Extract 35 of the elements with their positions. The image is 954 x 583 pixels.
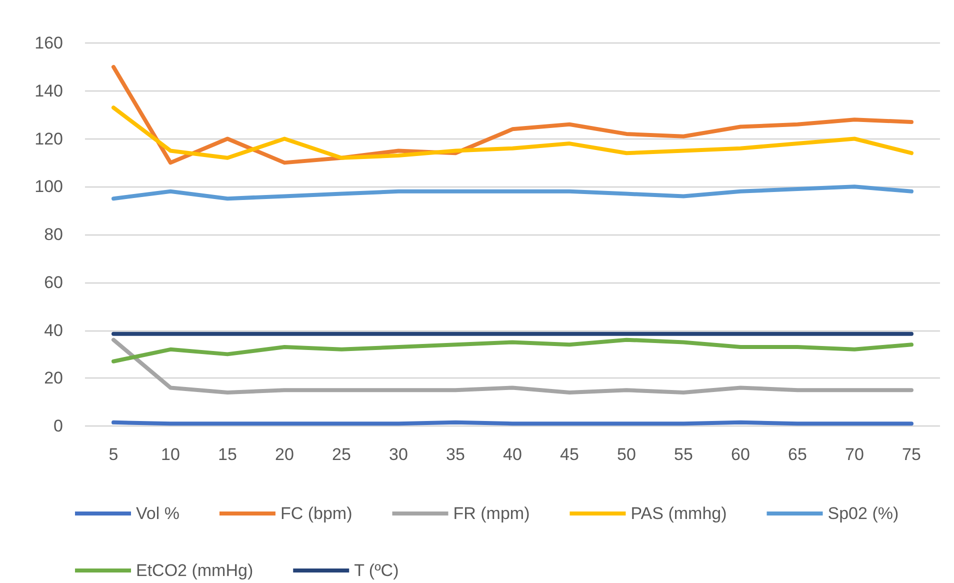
x-tick-label: 30	[389, 445, 408, 464]
line-series	[112, 184, 914, 201]
line-series	[112, 106, 914, 160]
x-tick-label: 25	[332, 445, 351, 464]
y-tick-label: 160	[34, 34, 63, 52]
y-tick-label: 80	[44, 225, 63, 244]
y-tick-label: 140	[34, 81, 63, 100]
x-tick-label: 20	[275, 445, 294, 464]
legend-label: T (ºC)	[354, 561, 399, 580]
y-tick-label: 40	[44, 320, 63, 340]
y-tick-label: 120	[34, 129, 63, 148]
legend-label: Vol %	[136, 504, 180, 523]
x-tick-label: 70	[845, 445, 864, 464]
legend-label: PAS (mmhg)	[630, 504, 727, 523]
y-tick-label: 60	[44, 272, 63, 292]
y-tick-label: 100	[34, 177, 63, 196]
y-tick-label: 20	[44, 368, 63, 388]
x-tick-label: 10	[161, 445, 180, 464]
x-tick-label: 35	[446, 445, 465, 464]
x-tick-label: 5	[108, 445, 118, 464]
line-series	[112, 338, 914, 394]
legend-label: Sp02 (%)	[828, 504, 899, 523]
x-tick-label: 50	[617, 445, 636, 464]
x-tick-label: 75	[902, 445, 921, 464]
legend-label: FR (mpm)	[453, 504, 530, 523]
legend-label: FC (bpm)	[280, 504, 352, 523]
x-tick-label: 15	[218, 445, 237, 464]
x-tick-label: 55	[674, 445, 693, 464]
x-tick-label: 65	[788, 445, 807, 464]
x-tick-label: 40	[503, 445, 522, 464]
y-tick-label: 0	[54, 416, 63, 436]
legend-label: EtCO2 (mmHg)	[136, 561, 254, 580]
x-tick-label: 60	[731, 445, 750, 464]
line-series	[112, 338, 914, 364]
x-tick-label: 45	[560, 445, 579, 464]
